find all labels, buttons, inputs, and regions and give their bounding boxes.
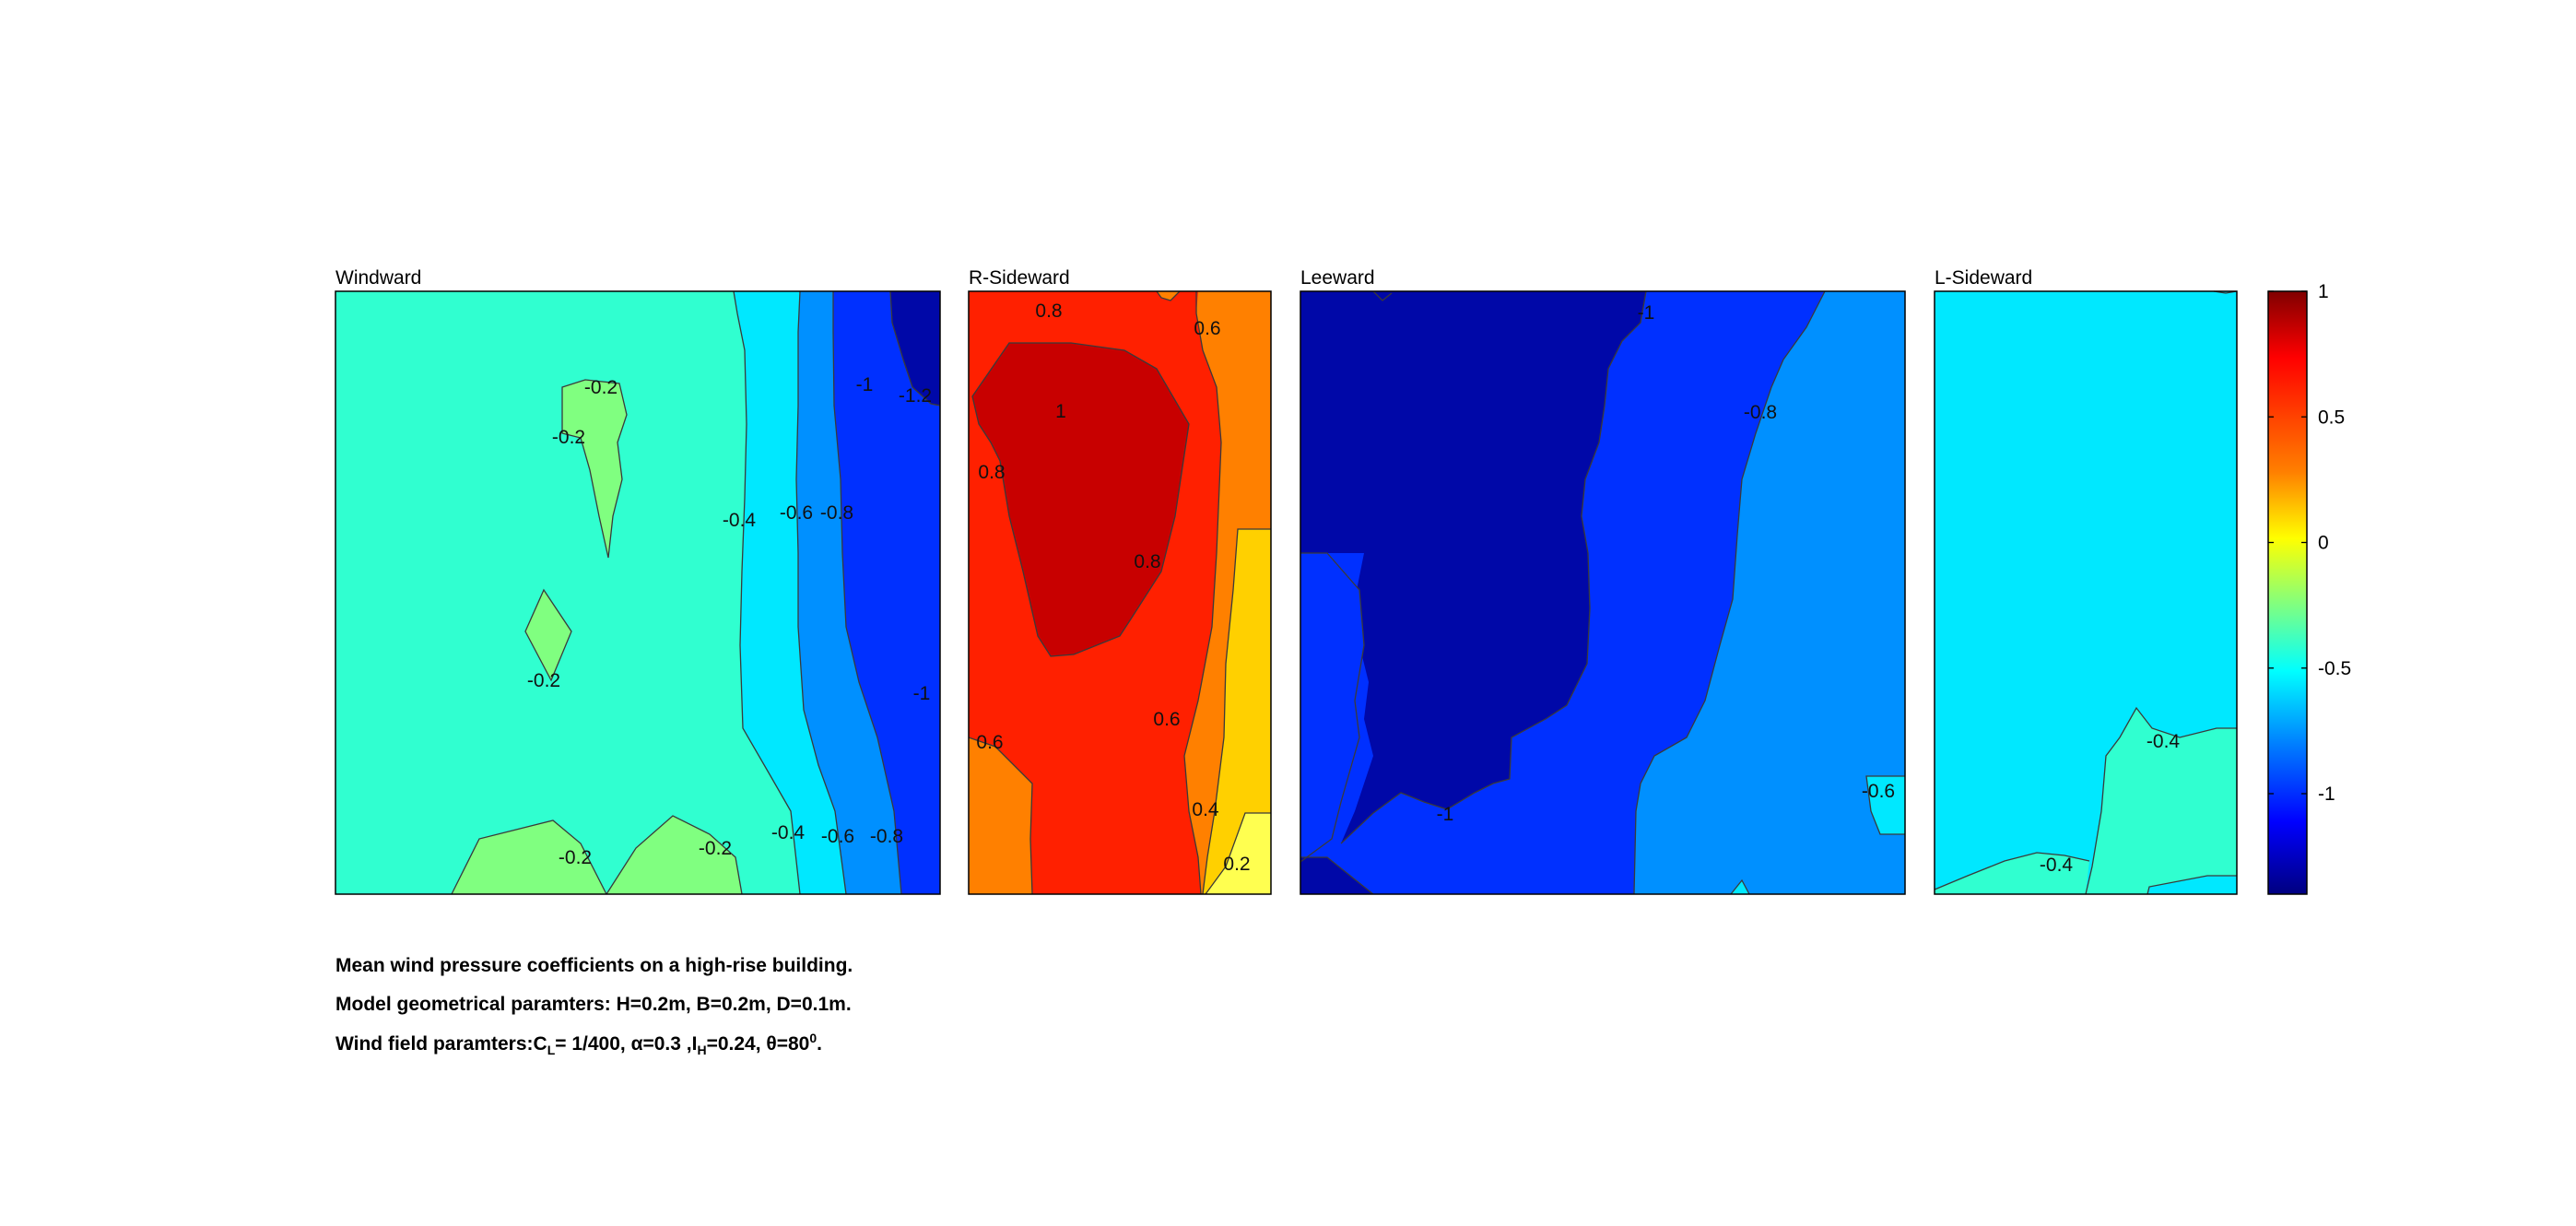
panel-title-windward: Windward [335, 267, 421, 289]
panel-title-l-sideward: L-Sideward [1935, 267, 2032, 289]
band-r-sideward-04-07-bottomleft [969, 737, 1032, 894]
axes-frame-leeward [1300, 290, 1906, 895]
band-r-sideward-02 [1206, 813, 1271, 894]
contour-label: 0.8 [1035, 301, 1062, 322]
caption-line-3-sup: 0 [809, 1031, 817, 1045]
contour-label: 0.6 [1153, 709, 1180, 730]
contour-label: -0.4 [2040, 855, 2074, 876]
colorbar-tick-label: 0.5 [2318, 407, 2345, 428]
contour-labels-windward: -0.2 -0.2 -0.2 -0.2 -0.2 -0.4 -0.4 -0.6 … [527, 374, 932, 868]
axes-frame-r-sideward [968, 290, 1272, 895]
contour-label: 1 [1055, 401, 1066, 422]
contour-label: -1.2 [899, 385, 932, 407]
colorbar-ticks: 1 0.5 0 -0.5 -1 [2268, 281, 2351, 805]
contour-label: 0.6 [1194, 318, 1220, 339]
caption-line-3: Wind field paramters:CL= 1/400, α=0.3 ,I… [335, 1031, 822, 1057]
axes-frame-windward [335, 290, 941, 895]
contour-label: -1 [913, 683, 931, 704]
colorbar-tick-label: 1 [2318, 281, 2329, 302]
contour-label: -0.2 [699, 838, 732, 859]
contour-label: -0.4 [2147, 731, 2181, 752]
band-l-sideward-minus04-a [2086, 708, 2237, 894]
contour-label: -0.2 [527, 670, 560, 691]
contour-label: -0.8 [1744, 402, 1777, 423]
contour-labels-leeward: -1 -0.8 -1 -0.6 [1437, 302, 1895, 825]
contour-label: 0.8 [978, 462, 1005, 483]
contour-labels-l-sideward: -0.4 -0.4 [2040, 731, 2181, 876]
band-leeward-minus06-island [1866, 776, 1905, 834]
panel-windward: Windward -0.2 -0.2 -0.2 -0. [335, 267, 941, 895]
band-windward-minus10 [833, 291, 940, 894]
contour-lines-leeward [1300, 290, 1905, 895]
contour-label: -0.2 [559, 847, 592, 868]
contour-label: -0.6 [780, 502, 813, 524]
contour-fills-leeward [1300, 291, 1905, 894]
contour-label: -0.2 [552, 427, 585, 448]
contour-label: -0.8 [820, 502, 853, 524]
band-r-sideward-peak [972, 343, 1189, 656]
panel-title-r-sideward: R-Sideward [969, 267, 1070, 289]
caption-line-3-sub-l: L [547, 1043, 556, 1058]
band-windward-minus02-d [606, 816, 742, 894]
caption-line-3-end: . [817, 1033, 822, 1055]
colorbar: 1 0.5 0 -0.5 -1 [2267, 281, 2351, 895]
contour-label: -0.4 [723, 510, 757, 531]
caption-line-2: Model geometrical paramters: H=0.2m, B=0… [335, 994, 852, 1015]
contour-fills-windward [335, 291, 940, 894]
band-windward-minus02-a [562, 380, 627, 558]
colorbar-tick-label: -1 [2318, 784, 2335, 805]
band-leeward-minus06-08 [1634, 291, 1905, 894]
colorbar-tick-label: -0.5 [2318, 658, 2351, 679]
contour-lines-l-sideward [1934, 290, 2238, 895]
panel-l-sideward: L-Sideward -0.4 -0.4 [1934, 267, 2238, 895]
axes-frame-l-sideward [1934, 290, 2238, 895]
contour-label: 0.8 [1134, 551, 1160, 572]
contour-label: -0.2 [584, 377, 618, 398]
colorbar-gradient [2267, 290, 2308, 895]
colorbar-tick-label: 0 [2318, 533, 2329, 554]
band-l-sideward-minus04-b [1935, 853, 2089, 894]
band-leeward-minus10-12 [1300, 291, 1646, 843]
contour-label: -0.8 [870, 826, 903, 847]
contour-label: -0.6 [821, 826, 854, 847]
contour-fills-r-sideward [969, 291, 1271, 894]
contour-label: -1 [1437, 804, 1454, 825]
panel-leeward: Leeward -1 -0.8 -1 -0.6 [1300, 267, 1906, 895]
contour-label: -0.4 [771, 822, 806, 843]
contour-label: -0.6 [1862, 781, 1895, 802]
panel-title-leeward: Leeward [1300, 267, 1375, 289]
caption-line-3-prefix: Wind field paramters:C [335, 1033, 547, 1055]
band-r-sideward-03-04 [1203, 529, 1271, 894]
caption-line-3-sub-h: H [697, 1043, 707, 1058]
panel-r-sideward: R-Sideward 0.8 0.6 1 0.8 0.8 0.6 0.6 [968, 267, 1272, 895]
contour-lines-windward [451, 290, 941, 895]
caption-line-1: Mean wind pressure coefficients on a hig… [335, 955, 853, 976]
contour-label: -1 [856, 374, 874, 395]
contour-label: 0.2 [1223, 854, 1250, 875]
band-leeward-cut-left [1300, 553, 1364, 862]
contour-fills-l-sideward [1935, 291, 2237, 894]
contour-lines-r-sideward [968, 290, 1271, 895]
caption-line-3-mid1: = 1/400, α=0.3 ,I [555, 1033, 698, 1055]
contour-label: 0.6 [976, 732, 1003, 753]
band-windward-minus12 [890, 291, 940, 406]
band-r-sideward-top-notch [1157, 291, 1180, 301]
contour-label: -1 [1638, 302, 1655, 324]
band-leeward-minus12-corner [1300, 857, 1373, 894]
contour-label: 0.4 [1192, 799, 1219, 820]
band-windward-minus02-c [452, 820, 606, 894]
band-leeward-minus06-bottom [1731, 880, 1749, 894]
contour-labels-r-sideward: 0.8 0.6 1 0.8 0.8 0.6 0.6 0.4 0.2 [976, 301, 1250, 875]
caption-line-3-mid2: =0.24, θ=80 [706, 1033, 810, 1055]
